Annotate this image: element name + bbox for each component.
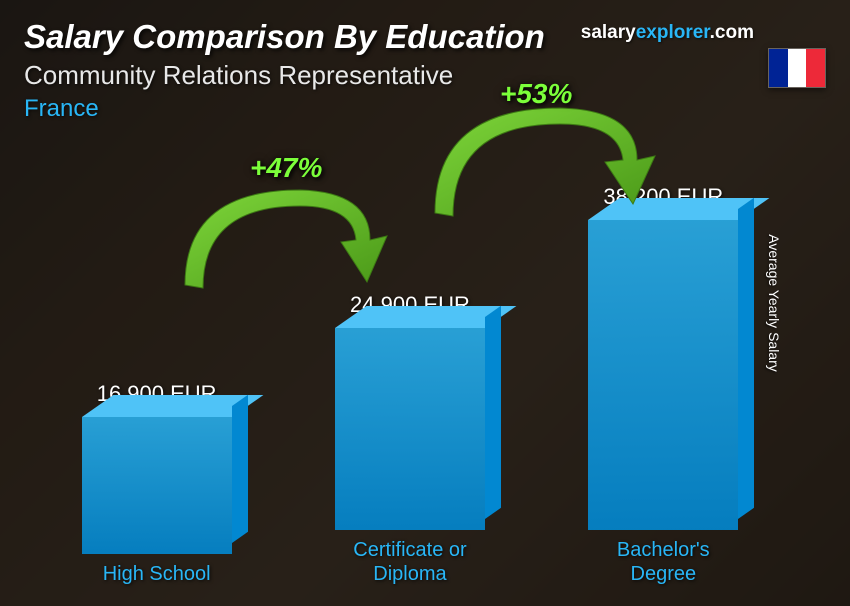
pct-increase-2: +53% — [500, 78, 572, 110]
flag-stripe-3 — [806, 49, 825, 87]
content-layer: Salary Comparison By Education Community… — [0, 0, 850, 606]
bar-group: 38,200 EUR Bachelor'sDegree — [563, 184, 763, 586]
flag-icon — [768, 48, 826, 88]
bar-label: Certificate orDiploma — [353, 538, 466, 586]
flag-stripe-2 — [788, 49, 807, 87]
bar-front-face — [82, 417, 232, 554]
brand-suffix: .com — [710, 22, 754, 43]
bar-label: High School — [103, 562, 211, 586]
country-label: France — [24, 95, 826, 123]
bar-3d — [588, 220, 738, 530]
bar-chart: 16,900 EUR High School 24,900 EUR Certif… — [30, 166, 790, 586]
bar-group: 24,900 EUR Certificate orDiploma — [310, 292, 510, 586]
brand-prefix: salary — [581, 22, 636, 43]
bar-3d — [335, 328, 485, 530]
bar-side-face — [485, 306, 501, 519]
bar-side-face — [738, 198, 754, 519]
bar-side-face — [232, 395, 248, 543]
job-subtitle: Community Relations Representative — [24, 60, 826, 91]
bar-3d — [82, 417, 232, 554]
bar-front-face — [588, 220, 738, 530]
bar-label: Bachelor'sDegree — [617, 538, 710, 586]
flag-stripe-1 — [769, 49, 788, 87]
bar-group: 16,900 EUR High School — [57, 381, 257, 586]
brand-logo: salaryexplorer.com — [581, 22, 754, 44]
brand-middle: explorer — [636, 22, 710, 43]
bar-front-face — [335, 328, 485, 530]
pct-increase-1: +47% — [250, 152, 322, 184]
